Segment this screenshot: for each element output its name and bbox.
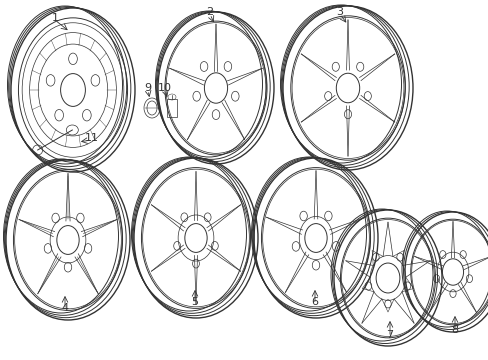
Text: 9: 9 [144,83,151,93]
Text: 2: 2 [206,7,213,17]
Text: 5: 5 [191,297,198,307]
Text: 1: 1 [51,13,59,23]
Text: 3: 3 [336,7,343,17]
Text: 10: 10 [158,83,172,93]
Text: 4: 4 [61,303,68,313]
Text: 8: 8 [450,325,458,335]
Text: 6: 6 [311,297,318,307]
Text: 7: 7 [386,330,393,340]
Text: 11: 11 [85,133,99,143]
